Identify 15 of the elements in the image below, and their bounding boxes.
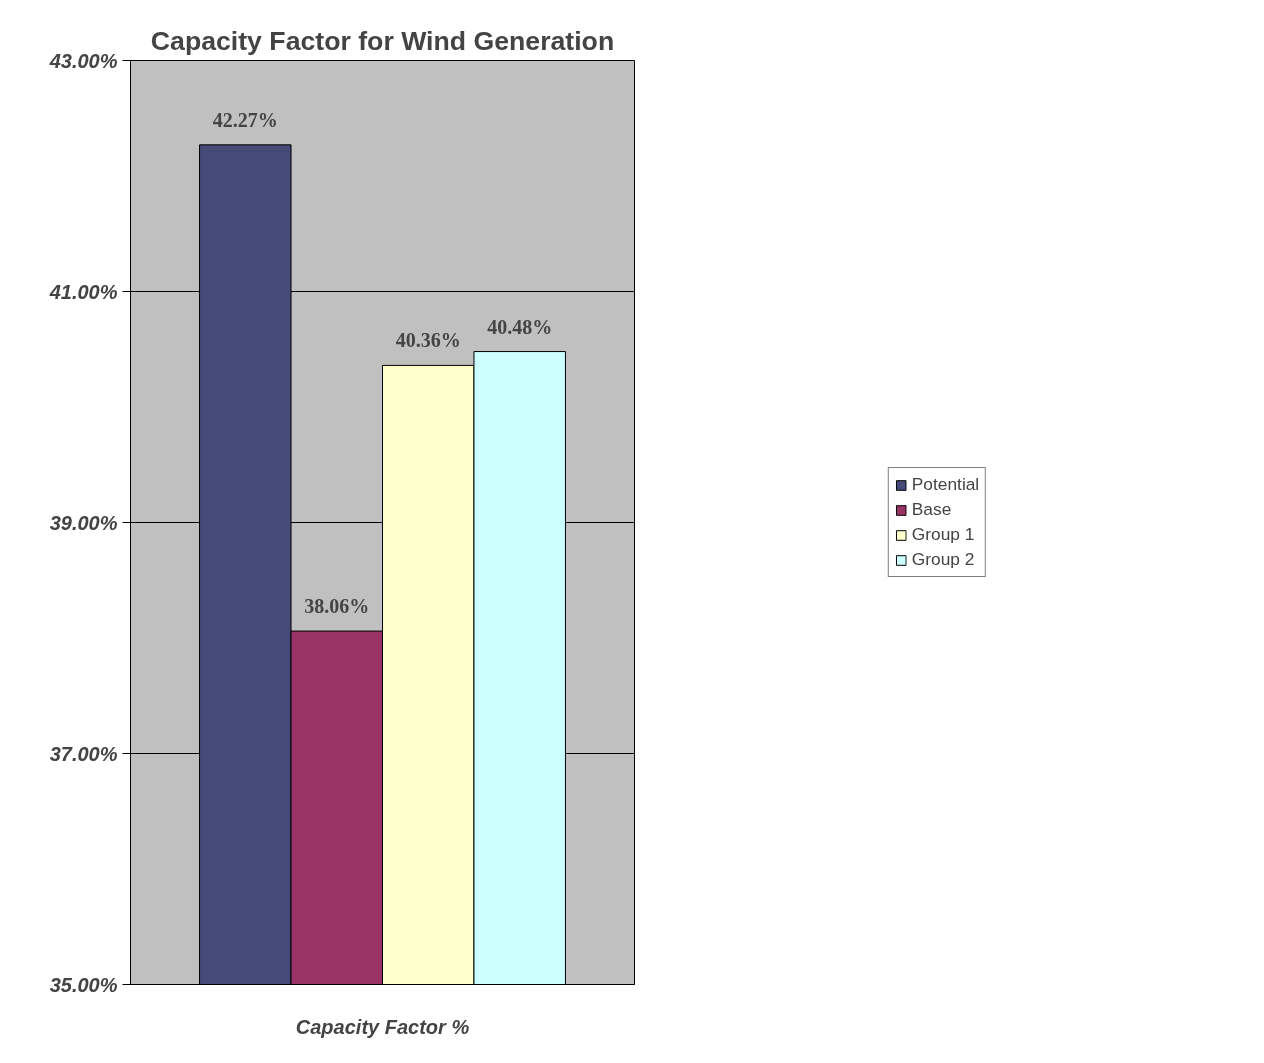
y-tick-label: 43.00%: [48, 49, 118, 72]
y-tick-label: 41.00%: [48, 280, 118, 303]
data-label: 40.36%: [395, 329, 461, 352]
y-tick-label: 35.00%: [49, 973, 118, 996]
y-tick-label: 37.00%: [49, 742, 118, 765]
data-label: 40.48%: [487, 315, 553, 338]
legend-label: Group 1: [911, 524, 975, 545]
data-label: 42.27%: [212, 108, 278, 131]
legend-label: Group 2: [911, 549, 975, 570]
x-tick-label: Capacity Factor %: [295, 1015, 470, 1038]
y-tick-label: 39.00%: [49, 511, 118, 534]
chart-title: Capacity Factor for Wind Generation: [150, 25, 615, 56]
legend-label: Base: [911, 499, 952, 520]
data-label: 38.06%: [304, 595, 370, 618]
legend-label: Potential: [911, 474, 980, 495]
